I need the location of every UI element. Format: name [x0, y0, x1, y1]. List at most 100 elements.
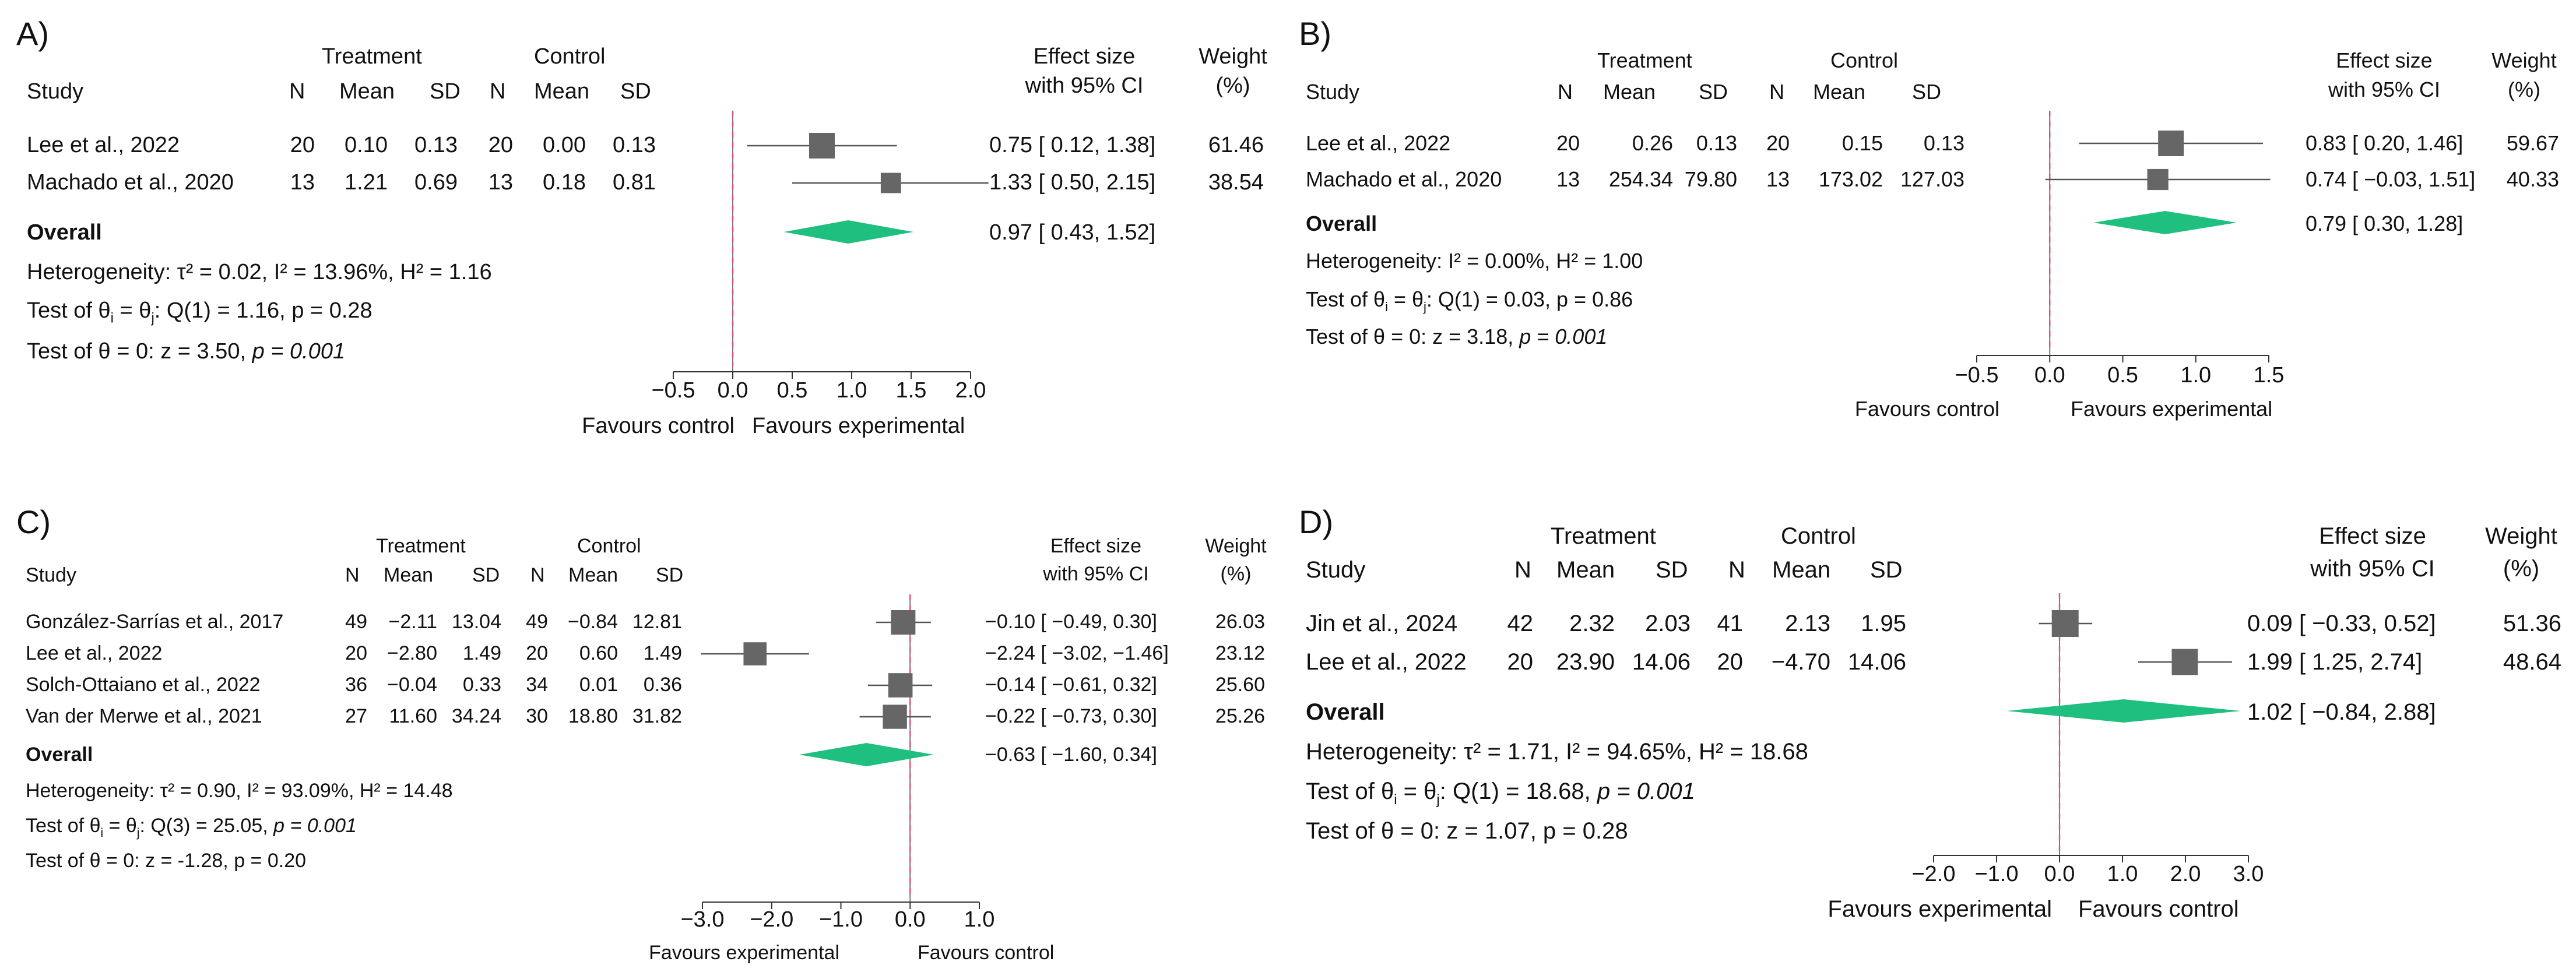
x-tick-label: 1.0: [2180, 363, 2211, 388]
heterogeneity: Heterogeneity: I² = 0.00%, H² = 1.00: [1306, 249, 1643, 273]
test-z: Test of θ = 0: z = 3.18, p = 0.001: [1306, 326, 1607, 347]
t-n: 13: [290, 170, 315, 195]
c-sd: 14.06: [1847, 649, 1906, 675]
t-sd: 0.13: [414, 133, 458, 157]
c-sd: 0.36: [643, 674, 682, 696]
header-study: Study: [1306, 557, 1366, 583]
x-tick-label: 0.0: [2034, 363, 2065, 388]
forest-plot-graph: −0.5 0.0 0.5 1.0 1.5: [1955, 111, 2284, 388]
header-weight-unit: (%): [2503, 556, 2540, 582]
x-tick-label: −2.0: [1911, 862, 1955, 886]
x-tick-label: 0.5: [2107, 363, 2138, 388]
header-t-mean: Mean: [339, 79, 395, 104]
t-n: 20: [1507, 649, 1534, 675]
header-t-mean: Mean: [1556, 557, 1615, 583]
t-sd: 0.33: [462, 674, 501, 696]
header-t-n: N: [289, 79, 305, 104]
study-name: Solch-Ottaiano et al., 2022: [26, 674, 261, 696]
x-tick-label: −0.5: [1955, 363, 1998, 388]
study-name: Machado et al., 2020: [27, 170, 234, 195]
header-weight: Weight: [2485, 523, 2557, 549]
header-t-mean: Mean: [1603, 80, 1656, 104]
study-name: Jin et al., 2024: [1306, 611, 1458, 636]
c-mean: −4.70: [1771, 649, 1830, 675]
effect-marker: [2158, 131, 2184, 156]
test-z-prefix: Test of θ = 0: z = 3.50,: [27, 339, 252, 364]
header-t-sd: SD: [472, 564, 500, 586]
test-q: Test of θi = θj: Q(1) = 1.16, p = 0.28: [27, 300, 372, 326]
weight: 38.54: [1208, 170, 1264, 195]
effect-ci: 0.74 [ −0.03, 1.51]: [2306, 167, 2476, 191]
subscript-j: j: [151, 310, 154, 326]
subscript-i: i: [110, 310, 114, 326]
effect-marker: [2051, 610, 2079, 637]
test-q-mid: = θ: [1397, 779, 1437, 804]
c-n: 20: [1717, 649, 1744, 675]
heterogeneity: Heterogeneity: τ² = 1.71, I² = 94.65%, H…: [1306, 739, 1808, 765]
favours-right: Favours experimental: [752, 414, 965, 438]
effect-marker: [2171, 649, 2198, 675]
t-sd: 2.03: [1645, 611, 1691, 636]
study-name: Lee et al., 2022: [1306, 649, 1467, 675]
header-treatment: Treatment: [376, 535, 466, 557]
header-c-sd: SD: [1912, 80, 1942, 104]
test-q-prefix: Test of θ: [1306, 779, 1394, 804]
header-study: Study: [1306, 80, 1360, 104]
header-control: Control: [577, 535, 641, 557]
effect-ci: 1.99 [ 1.25, 2.74]: [2247, 649, 2423, 675]
weight: 59.67: [2506, 131, 2559, 155]
effect-marker: [891, 610, 916, 635]
header-c-mean: Mean: [568, 564, 618, 586]
header-control: Control: [534, 44, 606, 69]
test-q-mid: = θ: [103, 815, 137, 837]
header-t-n: N: [345, 564, 360, 586]
header-effect-size: Effect size: [2336, 48, 2433, 72]
x-tick-label: −2.0: [750, 907, 793, 932]
effect-ci: 0.09 [ −0.33, 0.52]: [2247, 611, 2436, 636]
header-effect-size: Effect size: [1033, 44, 1136, 69]
favours-left: Favours control: [1854, 397, 1999, 421]
forest-plot-graph: −2.0 −1.0 0.0 1.0 2.0 3.0: [1911, 593, 2264, 886]
overall-label: Overall: [1306, 212, 1377, 235]
weight: 40.33: [2506, 167, 2559, 191]
header-weight: Weight: [1199, 44, 1267, 69]
x-tick-label: −1.0: [819, 907, 863, 932]
test-z-p: p = 0.001: [1519, 325, 1608, 348]
study-name: González-Sarrías et al., 2017: [26, 611, 284, 633]
header-weight-unit: (%): [2508, 78, 2540, 101]
header-t-sd: SD: [430, 79, 461, 104]
effect-marker: [2147, 168, 2169, 191]
header-t-sd: SD: [1699, 80, 1728, 104]
x-tick-label: 1.0: [837, 378, 867, 403]
effect-ci: 0.75 [ 0.12, 1.38]: [989, 133, 1156, 157]
header-control: Control: [1781, 523, 1856, 549]
t-mean: 0.26: [1632, 131, 1673, 155]
c-sd: 12.81: [632, 611, 682, 633]
overall-label: Overall: [1306, 699, 1385, 725]
study-name: Lee et al., 2022: [26, 642, 163, 664]
t-mean: −2.11: [388, 611, 437, 633]
c-sd: 31.82: [632, 705, 682, 727]
overall-effect-ci: 0.79 [ 0.30, 1.28]: [2306, 212, 2463, 235]
overall-label: Overall: [26, 744, 93, 766]
subscript-j: j: [1424, 300, 1426, 315]
header-c-sd: SD: [1870, 557, 1903, 583]
test-z-prefix: Test of θ = 0: z = 3.18,: [1306, 325, 1520, 348]
x-tick-label: 2.0: [955, 378, 986, 403]
header-treatment: Treatment: [1551, 523, 1656, 549]
c-mean: −0.84: [567, 611, 618, 633]
test-z-p: p = 0.001: [252, 339, 346, 364]
x-tick-label: 0.0: [895, 907, 926, 932]
t-n: 49: [345, 611, 367, 633]
test-z-prefix: Test of θ = 0: z = 1.07, p = 0.28: [1306, 818, 1628, 844]
effect-marker: [888, 673, 913, 698]
header-ci: with 95% CI: [2310, 556, 2435, 582]
panel-label: C): [16, 503, 51, 540]
overall-label: Overall: [27, 220, 102, 245]
test-q-suffix: : Q(1) = 18.68,: [1439, 779, 1597, 804]
subscript-i: i: [1385, 300, 1388, 315]
header-c-sd: SD: [620, 79, 651, 104]
subscript-j: j: [136, 826, 140, 840]
overall-effect-ci: 1.02 [ −0.84, 2.88]: [2247, 699, 2436, 725]
t-sd: 13.04: [451, 611, 501, 633]
